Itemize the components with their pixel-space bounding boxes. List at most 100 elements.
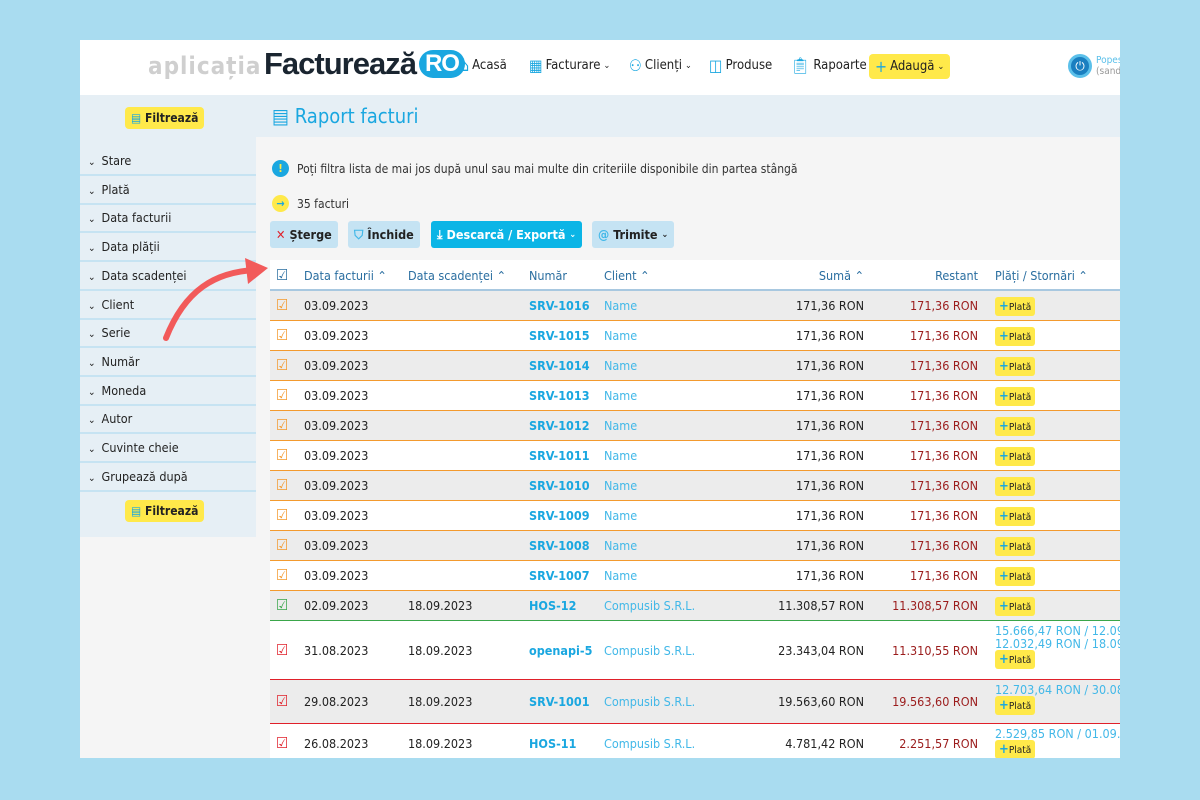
client-link[interactable]: Name [604, 538, 638, 553]
add-payment-button[interactable]: +Plată [995, 597, 1036, 616]
invoice-number-link[interactable]: HOS-12 [529, 598, 577, 613]
client-link[interactable]: Compusib S.R.L. [604, 736, 696, 751]
status-check-icon[interactable]: ☑ [276, 566, 289, 584]
sidebar-filter-item[interactable]: ⌄ Data scadenței [80, 262, 256, 291]
status-check-icon[interactable]: ☑ [276, 640, 289, 659]
select-all-checkbox[interactable]: ☑ [276, 266, 289, 284]
table-row[interactable]: ☑ 03.09.2023 SRV-1010 Name 171,36 RON 171,36 … [270, 471, 1120, 501]
filter-button-top[interactable]: ▤ Filtrează [125, 107, 205, 129]
invoice-number-link[interactable]: SRV-1008 [529, 538, 590, 553]
nav-acasa[interactable]: ⌂ Acasă [460, 56, 507, 75]
add-payment-button[interactable]: +Plată [995, 327, 1036, 346]
invoice-number-link[interactable]: SRV-1011 [529, 448, 590, 463]
add-payment-button[interactable]: +Plată [995, 447, 1036, 466]
client-link[interactable]: Compusib S.R.L. [604, 642, 696, 658]
status-check-icon[interactable]: ☑ [276, 734, 289, 752]
client-link[interactable]: Name [604, 328, 638, 343]
invoice-number-link[interactable]: SRV-1012 [529, 418, 590, 433]
add-button[interactable]: + Adaugă ⌄ [869, 54, 951, 79]
send-button[interactable]: @ Trimite ⌄ [592, 221, 675, 248]
add-payment-button[interactable]: +Plată [995, 696, 1036, 715]
sidebar-filter-item[interactable]: ⌄ Data facturii [80, 204, 256, 234]
client-link[interactable]: Name [604, 568, 638, 583]
status-check-icon[interactable]: ☑ [276, 476, 289, 494]
sidebar-filter-item[interactable]: ⌄ Client [80, 291, 256, 320]
client-link[interactable]: Name [604, 448, 638, 463]
client-link[interactable]: Name [604, 418, 638, 433]
payment-entry[interactable]: 12.032,49 RON / 18.09. [995, 636, 1120, 651]
status-check-icon[interactable]: ☑ [276, 506, 289, 524]
payment-entry[interactable]: 12.703,64 RON / 30.08 [995, 682, 1120, 697]
sidebar-filter-item[interactable]: ⌄ Plată [80, 176, 256, 205]
status-check-icon[interactable]: ☑ [276, 446, 289, 464]
delete-button[interactable]: ✕ Șterge [270, 221, 338, 248]
status-check-icon[interactable]: ☑ [276, 356, 289, 374]
sidebar-filter-item[interactable]: ⌄ Moneda [80, 377, 256, 406]
invoice-number-link[interactable]: SRV-1013 [529, 388, 590, 403]
nav-produse[interactable]: ◫ Produse [709, 56, 773, 75]
brand-logo[interactable]: Facturează RO [264, 46, 465, 82]
table-row[interactable]: ☑ 03.09.2023 SRV-1014 Name 171,36 RON 171,36 … [270, 351, 1120, 381]
add-payment-button[interactable]: +Plată [995, 537, 1036, 556]
add-payment-button[interactable]: +Plată [995, 477, 1036, 496]
nav-facturare[interactable]: ▦ Facturare ⌄ [529, 56, 611, 75]
col-restant[interactable]: Restant [935, 268, 978, 283]
table-row[interactable]: ☑ 26.08.2023 18.09.2023 HOS-11 Compusib S.R.… [270, 724, 1120, 758]
client-link[interactable]: Compusib S.R.L. [604, 694, 696, 709]
status-check-icon[interactable]: ☑ [276, 536, 289, 554]
table-row[interactable]: ☑ 03.09.2023 SRV-1009 Name 171,36 RON 171,36 … [270, 501, 1120, 531]
filter-button-bottom[interactable]: ▤ Filtrează [125, 500, 205, 522]
client-link[interactable]: Name [604, 508, 638, 523]
payment-entry[interactable]: 2.529,85 RON / 01.09.2 [995, 726, 1120, 741]
add-payment-button[interactable]: +Plată [995, 297, 1036, 316]
status-check-icon[interactable]: ☑ [276, 296, 289, 314]
col-payments[interactable]: Plăți / Stornări ⌃ [995, 268, 1088, 283]
invoice-number-link[interactable]: SRV-1015 [529, 328, 590, 343]
add-payment-button[interactable]: +Plată [995, 567, 1036, 586]
table-row[interactable]: ☑ 03.09.2023 SRV-1012 Name 171,36 RON 171,36 … [270, 411, 1120, 441]
client-link[interactable]: Name [604, 298, 638, 313]
add-payment-button[interactable]: +Plată [995, 387, 1036, 406]
client-link[interactable]: Name [604, 358, 638, 373]
add-payment-button[interactable]: +Plată [995, 417, 1036, 436]
client-link[interactable]: Compusib S.R.L. [604, 598, 696, 613]
status-check-icon[interactable]: ☑ [276, 692, 289, 710]
invoice-number-link[interactable]: SRV-1009 [529, 508, 590, 523]
nav-clienti[interactable]: ⚇ Clienți ⌄ [629, 56, 692, 75]
table-row[interactable]: ☑ 03.09.2023 SRV-1011 Name 171,36 RON 171,36 … [270, 441, 1120, 471]
user-menu[interactable]: ⏻ Popes (sand [1068, 54, 1120, 78]
col-client[interactable]: Client ⌃ [604, 268, 650, 283]
col-number[interactable]: Număr [529, 268, 568, 283]
status-check-icon[interactable]: ☑ [276, 326, 289, 344]
table-row[interactable]: ☑ 03.09.2023 SRV-1015 Name 171,36 RON 171,36 … [270, 321, 1120, 351]
add-payment-button[interactable]: +Plată [995, 507, 1036, 526]
client-link[interactable]: Name [604, 478, 638, 493]
sidebar-filter-item[interactable]: ⌄ Stare [80, 147, 256, 176]
client-link[interactable]: Name [604, 388, 638, 403]
sidebar-filter-item[interactable]: ⌄ Autor [80, 405, 256, 435]
add-payment-button[interactable]: +Plată [995, 357, 1036, 376]
invoice-number-link[interactable]: SRV-1014 [529, 358, 590, 373]
table-row[interactable]: ☑ 29.08.2023 18.09.2023 SRV-1001 Compusib S.… [270, 680, 1120, 724]
invoice-number-link[interactable]: openapi-5 [529, 642, 593, 658]
table-row[interactable]: ☑ 02.09.2023 18.09.2023 HOS-12 Compusib S.R.… [270, 591, 1120, 621]
nav-rapoarte[interactable]: 📋︎ Rapoarte [790, 56, 867, 75]
table-row[interactable]: ☑ 03.09.2023 SRV-1008 Name 171,36 RON 171,36 … [270, 531, 1120, 561]
payment-entry[interactable]: 15.666,47 RON / 12.09. [995, 623, 1120, 638]
export-button[interactable]: ⤓ Descarcă / Exportă ⌄ [431, 221, 583, 248]
sidebar-filter-item[interactable]: ⌄ Număr [80, 348, 256, 377]
close-button[interactable]: ⛉ Închide [348, 221, 420, 248]
sidebar-filter-item[interactable]: ⌄ Grupează după [80, 463, 256, 492]
col-due-date[interactable]: Data scadenței ⌃ [408, 268, 506, 283]
status-check-icon[interactable]: ☑ [276, 596, 289, 614]
table-row[interactable]: ☑ 03.09.2023 SRV-1013 Name 171,36 RON 171,36 … [270, 381, 1120, 411]
sidebar-filter-item[interactable]: ⌄ Cuvinte cheie [80, 434, 256, 463]
status-check-icon[interactable]: ☑ [276, 416, 289, 434]
sidebar-filter-item[interactable]: ⌄ Serie [80, 319, 256, 349]
table-row[interactable]: ☑ 03.09.2023 SRV-1007 Name 171,36 RON 171,36 … [270, 561, 1120, 591]
invoice-number-link[interactable]: SRV-1001 [529, 694, 590, 709]
invoice-number-link[interactable]: SRV-1007 [529, 568, 590, 583]
col-sum[interactable]: Sumă ⌃ [818, 268, 864, 283]
table-row[interactable]: ☑ 31.08.2023 18.09.2023 openapi-5 Compusib S… [270, 621, 1120, 680]
add-payment-button[interactable]: +Plată [995, 740, 1036, 758]
